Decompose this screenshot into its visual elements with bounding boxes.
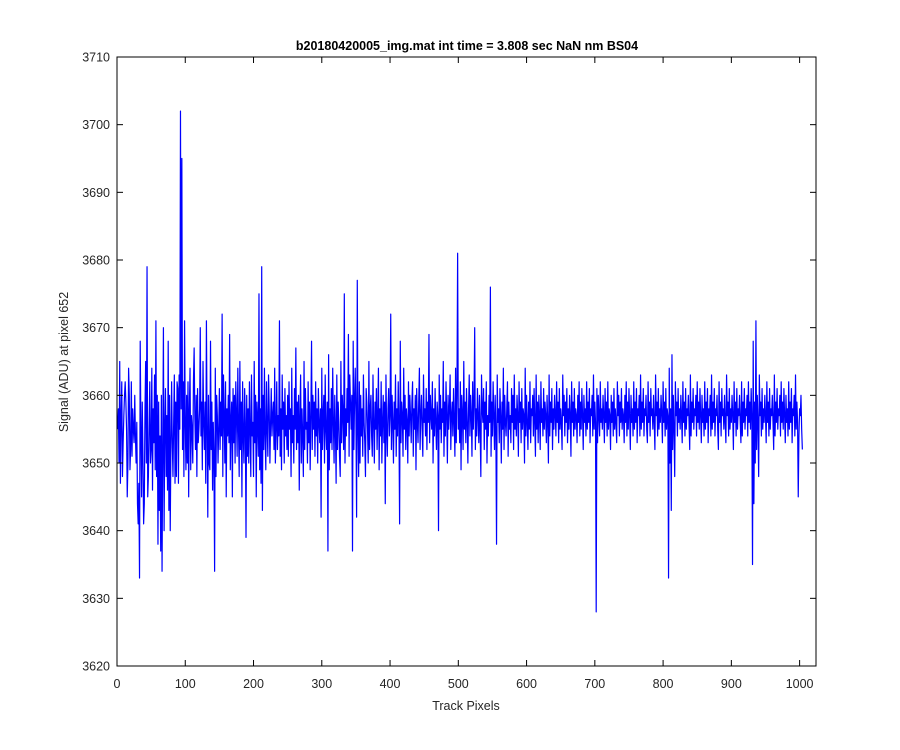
- y-axis-label: Signal (ADU) at pixel 652: [57, 292, 71, 432]
- x-axis-label: Track Pixels: [432, 699, 500, 713]
- series-line-0: [117, 110, 803, 613]
- x-tick-label: 700: [584, 677, 605, 691]
- y-tick-label: 3620: [82, 660, 110, 674]
- x-axis-ticks: 0 100 200 300 400 500 600 700 800 900 1000: [114, 57, 814, 691]
- y-axis-ticks: 3620 3630 3640 3650 3660 3670 3680 3690 3700 3710: [82, 51, 816, 674]
- x-tick-label: 500: [448, 677, 469, 691]
- x-tick-label: 1000: [786, 677, 814, 691]
- x-tick-label: 800: [653, 677, 674, 691]
- chart-title: b20180420005_img.mat int time = 3.808 se…: [296, 39, 638, 53]
- y-tick-label: 3640: [82, 524, 110, 538]
- x-tick-label: 100: [175, 677, 196, 691]
- x-tick-label: 400: [380, 677, 401, 691]
- x-tick-label: 900: [721, 677, 742, 691]
- x-tick-label: 600: [516, 677, 537, 691]
- x-tick-label: 0: [114, 677, 121, 691]
- plot-area: [116, 56, 817, 667]
- y-tick-label: 3630: [82, 592, 110, 606]
- y-tick-label: 3710: [82, 51, 110, 65]
- y-tick-label: 3700: [82, 118, 110, 132]
- y-tick-label: 3680: [82, 254, 110, 268]
- x-tick-label: 300: [311, 677, 332, 691]
- y-tick-label: 3690: [82, 186, 110, 200]
- y-tick-label: 3670: [82, 321, 110, 335]
- x-tick-label: 200: [243, 677, 264, 691]
- y-tick-label: 3660: [82, 389, 110, 403]
- y-tick-label: 3650: [82, 457, 110, 471]
